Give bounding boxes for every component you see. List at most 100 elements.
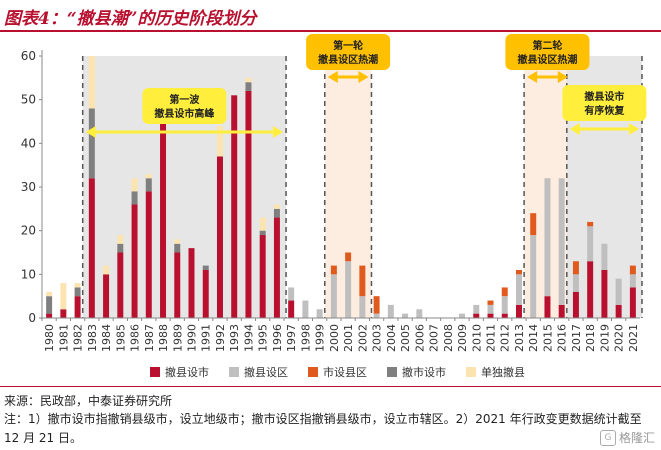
bar-segment xyxy=(46,313,53,318)
bar-segment xyxy=(615,304,622,318)
bar-segment xyxy=(601,269,608,318)
bar-segment xyxy=(117,252,124,318)
phase-callout-label: 撤县设市 xyxy=(584,90,624,103)
bar-segment xyxy=(188,248,195,318)
bar-segment xyxy=(459,313,466,318)
bar-segment xyxy=(174,239,181,244)
bar-segment xyxy=(145,173,152,179)
bar-segment xyxy=(216,125,223,157)
x-tick-label: 2011 xyxy=(485,324,498,352)
bar-segment xyxy=(145,178,152,192)
y-tick-label: 60 xyxy=(21,49,36,63)
legend-label: 撤市设市 xyxy=(402,366,446,379)
bar-segment xyxy=(487,313,494,318)
x-tick-label: 1998 xyxy=(299,324,312,352)
bar-segment xyxy=(501,313,508,318)
x-tick-label: 2004 xyxy=(385,324,398,352)
bar-segment xyxy=(103,274,110,318)
x-tick-label: 2018 xyxy=(584,324,597,352)
legend-swatch xyxy=(466,367,476,377)
bar-segment xyxy=(530,235,537,318)
bar-segment xyxy=(615,278,622,305)
bar-segment xyxy=(515,269,522,275)
bar-segment xyxy=(416,309,423,318)
bar-segment xyxy=(629,265,636,275)
title-bar: 图表4：“撤县潮”的历史阶段划分 xyxy=(0,0,661,32)
bar-segment xyxy=(501,296,508,314)
x-tick-label: 2009 xyxy=(456,324,469,352)
x-tick-label: 1985 xyxy=(114,324,127,352)
bar-segment xyxy=(373,296,380,314)
bar-segment xyxy=(572,261,579,275)
x-tick-label: 1997 xyxy=(285,324,298,352)
bar-segment xyxy=(359,296,366,318)
y-tick-label: 30 xyxy=(21,180,36,194)
y-tick-label: 40 xyxy=(21,136,36,150)
bar-segment xyxy=(544,178,551,297)
bar-segment xyxy=(245,90,252,318)
bar-segment xyxy=(74,287,81,297)
bar-segment xyxy=(629,287,636,318)
watermark-text: 格隆汇 xyxy=(618,431,655,445)
legend-swatch xyxy=(387,367,397,377)
bar-segment xyxy=(259,235,266,318)
phase-callout-label: 第一波 xyxy=(169,93,200,106)
x-tick-label: 1989 xyxy=(171,324,184,352)
x-tick-label: 2017 xyxy=(570,324,583,352)
legend-label: 撤县设市 xyxy=(165,366,209,379)
bar-segment xyxy=(131,191,138,205)
x-tick-label: 1999 xyxy=(314,324,327,352)
bar-segment xyxy=(302,300,309,318)
bar-segment xyxy=(558,178,565,305)
phase-callout-label: 撤县设区热潮 xyxy=(318,53,378,66)
x-tick-label: 2006 xyxy=(413,324,426,352)
bar-segment xyxy=(231,95,238,318)
watermark-logo-icon: G xyxy=(599,429,616,446)
bar-segment xyxy=(131,178,138,192)
bar-segment xyxy=(46,296,53,314)
bar-segment xyxy=(131,204,138,318)
note-text: 注：1）撤市设市指撤销县级市，设立地级市；撤市设区指撤销县级市，设立市辖区。2）… xyxy=(4,412,642,445)
bar-segment xyxy=(572,274,579,292)
x-tick-label: 2000 xyxy=(328,324,341,352)
bar-segment xyxy=(60,309,67,318)
bar-segment xyxy=(587,221,594,227)
x-tick-label: 1994 xyxy=(242,324,255,352)
phase-arrow-head-right xyxy=(557,71,568,83)
bar-segment xyxy=(587,226,594,262)
y-tick-label: 20 xyxy=(21,224,36,238)
x-tick-label: 1990 xyxy=(186,324,199,352)
x-tick-label: 1991 xyxy=(200,324,213,352)
bar-segment xyxy=(330,274,337,318)
bar-segment xyxy=(288,287,295,301)
x-tick-label: 2007 xyxy=(428,324,441,352)
x-tick-label: 1983 xyxy=(86,324,99,352)
x-tick-label: 1981 xyxy=(57,324,70,352)
legend-label: 撤县设区 xyxy=(244,366,288,379)
bar-segment xyxy=(288,300,295,318)
bar-segment xyxy=(202,269,209,318)
bar-segment xyxy=(345,252,352,262)
bar-segment xyxy=(345,261,352,318)
bar-segment xyxy=(259,217,266,231)
footer-divider xyxy=(0,386,661,387)
legend-item: 单独撤县 xyxy=(466,364,525,380)
x-tick-label: 1984 xyxy=(100,324,113,352)
x-tick-label: 1980 xyxy=(43,324,56,352)
x-tick-label: 1986 xyxy=(129,324,142,352)
phase-arrow-head-left xyxy=(569,123,580,135)
legend-item: 撤县设区 xyxy=(229,364,288,380)
bar-segment xyxy=(202,265,209,270)
bar-segment xyxy=(103,265,110,275)
y-tick-label: 10 xyxy=(21,267,36,281)
bar-segment xyxy=(473,304,480,314)
bar-segment xyxy=(515,274,522,305)
phase-callout-label: 撤县设市高峰 xyxy=(154,107,215,120)
bar-segment xyxy=(544,296,551,318)
legend-item: 撤市设市 xyxy=(387,364,446,380)
legend-item: 市设县区 xyxy=(308,364,367,380)
x-tick-label: 2014 xyxy=(527,324,540,352)
bar-segment xyxy=(160,121,167,318)
bar-segment xyxy=(587,261,594,318)
